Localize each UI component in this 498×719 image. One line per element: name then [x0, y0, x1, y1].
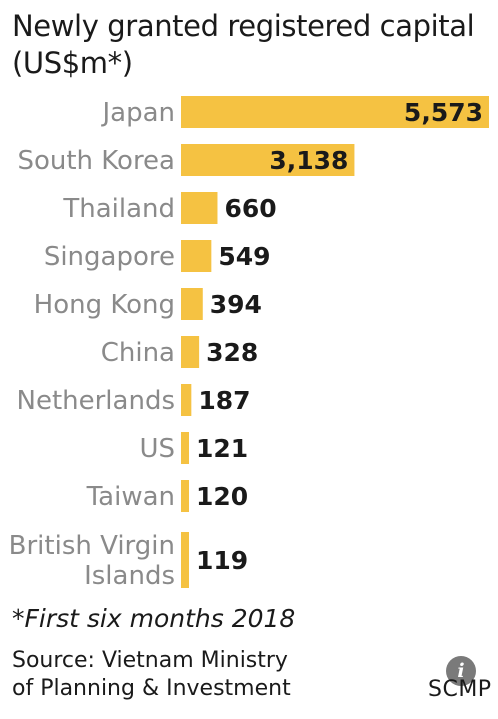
category-label: British Virgin — [9, 531, 175, 561]
value-label: 3,138 — [269, 146, 348, 175]
bar-taiwan — [181, 480, 189, 512]
value-label: 328 — [206, 338, 258, 367]
bar-british-virgin-islands — [181, 532, 189, 588]
value-label: 119 — [196, 546, 248, 575]
footnote: *First six months 2018 — [12, 604, 296, 633]
bar-thailand — [181, 192, 218, 224]
value-label: 120 — [196, 482, 248, 511]
category-label: Thailand — [62, 194, 175, 224]
info-icon[interactable]: i — [446, 656, 476, 686]
bar-china — [181, 336, 200, 368]
category-label: Netherlands — [17, 386, 176, 416]
value-label: 121 — [196, 434, 248, 463]
category-label: Taiwan — [86, 482, 175, 512]
value-label: 549 — [218, 242, 270, 271]
chart-title: Newly granted registered capital (US$m*) — [12, 9, 475, 80]
bar-japan — [181, 96, 489, 128]
bar-singapore — [181, 240, 212, 272]
value-label: 5,573 — [404, 98, 483, 127]
bar-netherlands — [181, 384, 192, 416]
bar-south-korea — [181, 144, 355, 176]
category-label: Islands — [84, 561, 175, 591]
bar-us — [181, 432, 189, 464]
category-label: South Korea — [17, 146, 175, 176]
category-label: China — [101, 338, 175, 368]
category-label: Japan — [100, 98, 175, 128]
bar-hong-kong — [181, 288, 203, 320]
category-label: Singapore — [44, 242, 175, 272]
value-label: 187 — [198, 386, 250, 415]
value-label: 394 — [210, 290, 262, 319]
value-label: 660 — [224, 194, 276, 223]
category-label: Hong Kong — [34, 290, 175, 320]
category-label: US — [139, 434, 175, 464]
source-note: Source: Vietnam Ministry of Planning & I… — [12, 648, 291, 701]
brand-logo: SCMP — [428, 677, 492, 702]
